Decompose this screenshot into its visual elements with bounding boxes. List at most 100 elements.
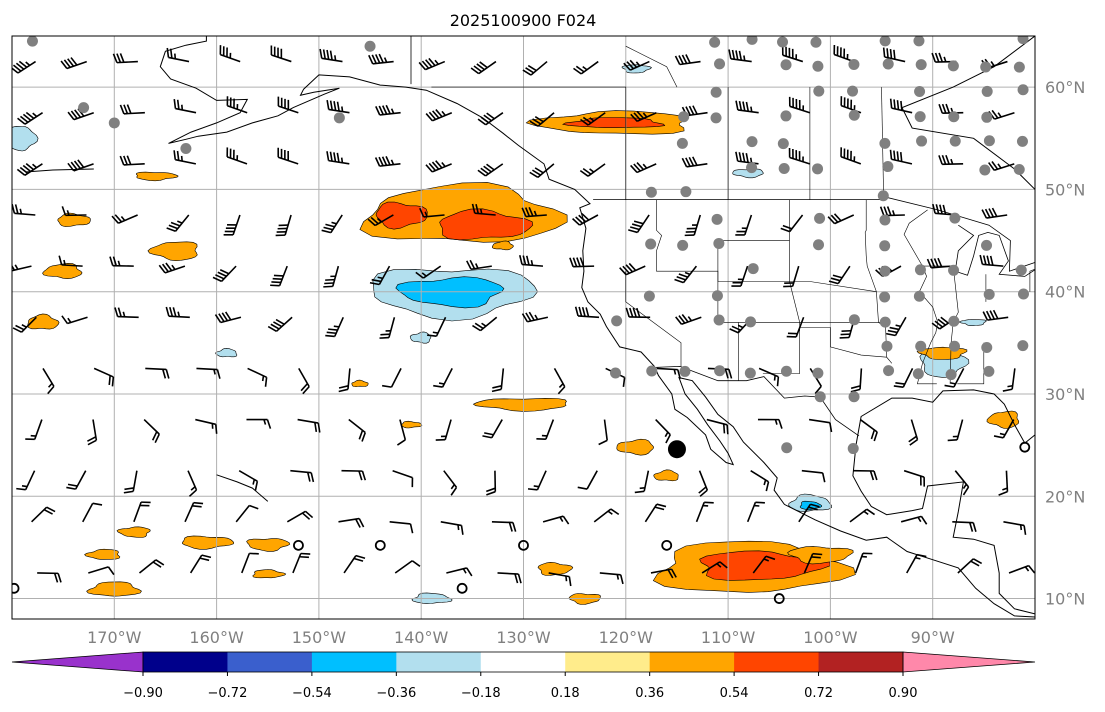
wind-barb-flag (336, 152, 340, 163)
wind-barb-half-flag (763, 479, 767, 486)
wind-barb-flag (369, 281, 380, 286)
wind-barb-flag (111, 215, 119, 224)
colorbar-extend-min (11, 651, 144, 673)
wind-barb (367, 214, 394, 227)
wind-barb (650, 568, 677, 579)
wind-barb-flag (681, 157, 688, 168)
wind-barb-flag (808, 506, 818, 511)
wind-barb (599, 572, 624, 585)
wind-barb-staff (348, 418, 366, 434)
wind-barb (988, 161, 1015, 171)
longitude-tick-label: 90°W (911, 628, 955, 647)
wind-barb-flag (375, 54, 381, 64)
wind-barb-flag (622, 377, 626, 387)
wind-barb-flag (16, 168, 26, 176)
wind-barb-staff (330, 214, 343, 234)
longitude-tick-label: 120°W (599, 628, 654, 647)
wind-barb-flag (483, 165, 492, 173)
wind-barb (952, 521, 977, 532)
wind-barb-half-flag (432, 331, 439, 334)
wind-barb-flag (738, 50, 743, 61)
wind-barb-flag (166, 227, 176, 233)
colorbar-tick-label: −0.72 (208, 686, 248, 701)
wind-barb-flag (114, 307, 119, 317)
wind-barb-flag (469, 259, 476, 270)
open-circle-observation-marker (293, 539, 304, 551)
wind-barb-flag (367, 218, 376, 227)
wind-barb-flag (628, 229, 638, 234)
wind-barb-half-flag (334, 55, 337, 61)
surface-station-marker (848, 391, 860, 403)
wind-barb-flag (381, 156, 388, 166)
open-circle-observation-marker (12, 582, 20, 594)
wind-barb-flag (466, 260, 472, 270)
surface-station-marker (710, 86, 722, 98)
wind-barb (808, 418, 833, 433)
wind-barb-flag (165, 262, 173, 272)
wind-barb-flag (636, 307, 641, 318)
longitude-tick-label: 130°W (496, 628, 551, 647)
wind-barb-half-flag (441, 161, 446, 168)
wind-barb (109, 256, 134, 267)
filled-contour-region (12, 125, 39, 152)
wind-barb-half-flag (390, 159, 395, 165)
colorbar-tick-label: 0.36 (635, 686, 664, 701)
wind-barb-flag (681, 54, 688, 64)
wind-barb-flag (165, 369, 170, 379)
wind-barb-half-flag (424, 211, 428, 217)
wind-barb-flag (909, 438, 918, 446)
wind-barb-flag (899, 152, 903, 162)
longitude-tick-label: 170°W (87, 628, 142, 647)
wind-barb-flag (528, 206, 534, 217)
surface-station-marker (611, 315, 623, 327)
wind-barb-staff (88, 566, 109, 574)
wind-barb-half-flag (67, 317, 72, 323)
wind-barb-flag (869, 470, 875, 481)
wind-barb (644, 503, 667, 523)
wind-barb-flag (425, 113, 433, 122)
wind-barb-flag (22, 164, 32, 173)
surface-station-marker (333, 112, 345, 124)
colorbar-segment (734, 652, 820, 672)
wind-barb (12, 264, 32, 272)
surface-station-marker (1017, 84, 1029, 96)
wind-barb (270, 265, 288, 287)
wind-barb (746, 501, 765, 523)
wind-barb-half-flag (1019, 524, 1023, 531)
wind-barb-flag (908, 435, 917, 443)
wind-barb (938, 154, 964, 166)
state-boundary (717, 240, 739, 381)
wind-barb-flag (573, 67, 582, 75)
wind-barb (684, 214, 702, 237)
surface-station-marker (746, 36, 758, 45)
wind-barb-flag (626, 61, 634, 70)
wind-barb-flag (622, 265, 630, 274)
wind-barb-flag (480, 116, 490, 124)
wind-barb (66, 470, 87, 490)
wind-barb-flag (221, 312, 229, 322)
wind-barb-flag (886, 332, 896, 337)
wind-barb (655, 418, 671, 444)
wind-barb-flag (916, 553, 927, 558)
wind-barb-staff (42, 367, 55, 387)
wind-barb-flag (126, 155, 132, 165)
wind-barb-flag (214, 314, 222, 323)
wind-barb (60, 57, 87, 70)
wind-barb (522, 60, 548, 76)
wind-barb (574, 306, 600, 319)
wind-barb-flag (217, 271, 227, 278)
longitude-tick-label: 110°W (701, 628, 756, 647)
wind-barb-half-flag (252, 479, 256, 485)
wind-barb-flag (873, 431, 878, 442)
wind-barb-flag (12, 264, 16, 271)
wind-barb-half-flag (481, 322, 487, 327)
wind-barb-flag (63, 59, 71, 68)
wind-barb-staff (394, 560, 413, 574)
wind-barb-flag (896, 151, 900, 161)
wind-barb-flag (355, 518, 361, 528)
wind-barb-flag (886, 48, 889, 58)
wind-barb (93, 367, 115, 387)
wind-barb-flag (698, 486, 707, 494)
wind-barb (783, 265, 800, 288)
wind-barb (145, 367, 170, 379)
